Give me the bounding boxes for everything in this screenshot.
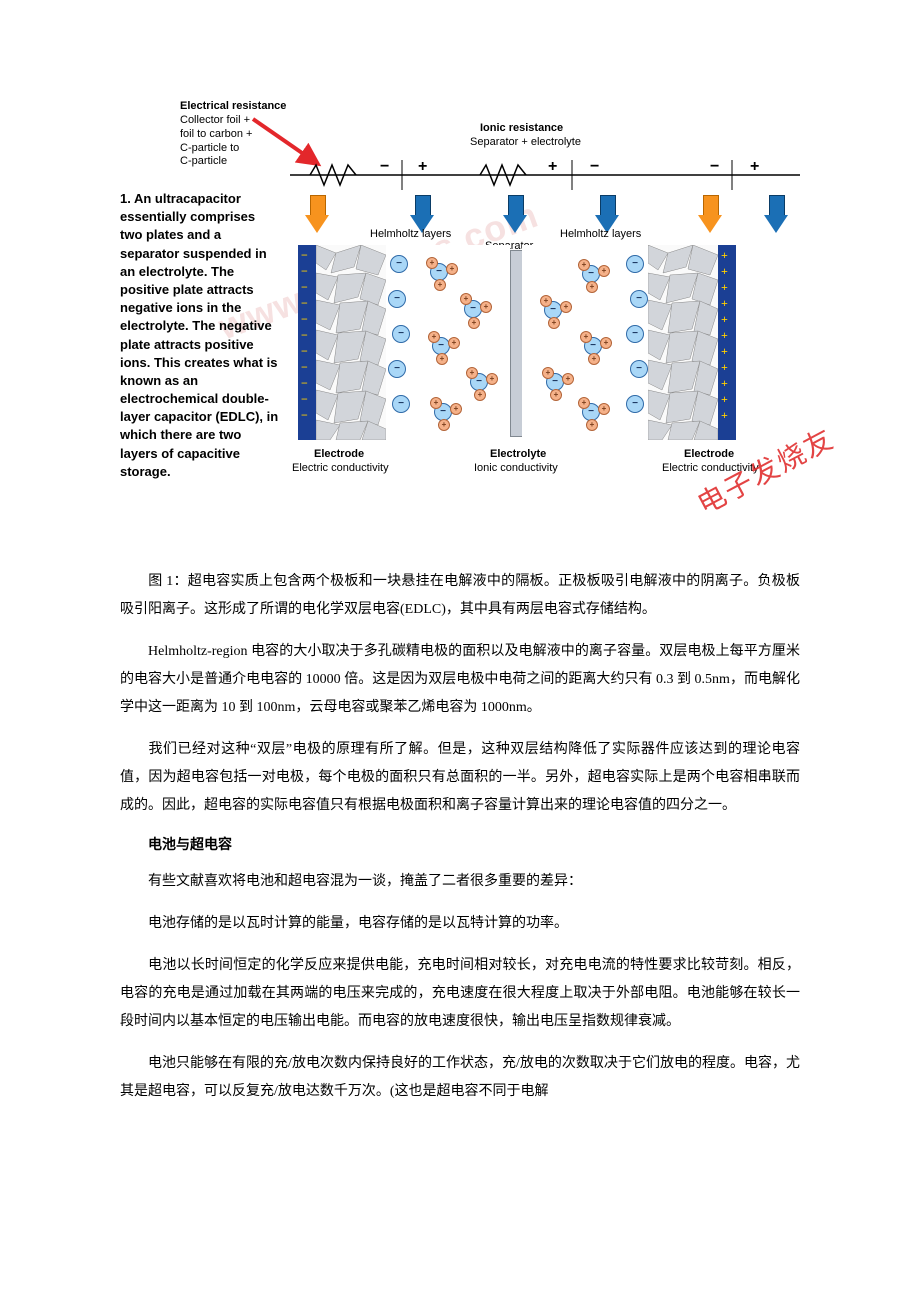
pos-ion: + <box>480 301 492 313</box>
arrow-blue-2-stem <box>508 195 524 217</box>
arrow-blue-2 <box>503 215 527 233</box>
label-collector: Collector foil + foil to carbon + C-part… <box>180 114 252 169</box>
arrow-blue-4 <box>764 215 788 233</box>
pos-ion: + <box>448 337 460 349</box>
pos-ion: + <box>586 419 598 431</box>
neg-ion: − <box>626 395 644 413</box>
neg-ion: − <box>390 255 408 273</box>
label-helmholtz-right: Helmholtz layers <box>560 228 641 242</box>
pos-ion: + <box>548 317 560 329</box>
arrow-blue-3-stem <box>600 195 616 217</box>
para-7: 电池只能够在有限的充/放电次数内保持良好的工作状态，充/放电的次数取决于它们放电… <box>120 1050 800 1106</box>
porous-left-outer <box>316 245 386 440</box>
para-7-text: 电池只能够在有限的充/放电次数内保持良好的工作状态，充/放电的次数取决于它们放电… <box>120 1056 800 1099</box>
pos-ion: + <box>598 403 610 415</box>
pos-ion: + <box>426 257 438 269</box>
pos-ion: + <box>466 367 478 379</box>
pos-ion: + <box>450 403 462 415</box>
pos-ion: + <box>438 419 450 431</box>
arrow-orange-2-stem <box>703 195 719 217</box>
label-ionic-cond: Ionic conductivity <box>474 462 558 476</box>
pos-ion: + <box>434 279 446 291</box>
label-electrical-resistance: Electrical resistance <box>180 100 286 114</box>
para-5: 电池存储的是以瓦时计算的能量，电容存储的是以瓦特计算的功率。 <box>120 910 800 938</box>
neg-ion: − <box>626 255 644 273</box>
document-page: www.elecfans.com Electrical resistance C… <box>0 0 920 1180</box>
svg-text:−: − <box>380 158 389 175</box>
arrow-orange-1-stem <box>310 195 326 217</box>
para-6-text: 电池以长时间恒定的化学反应来提供电能，充电时间相对较长，对充电电流的特性要求比较… <box>120 958 800 1029</box>
label-ionic-sub: Separator + electrolyte <box>470 136 581 150</box>
heading-1: 电池与超电容 <box>120 834 800 854</box>
circuit-line: − + + − − + <box>290 155 800 195</box>
para-4-text: 有些文献喜欢将电池和超电容混为一谈，掩盖了二者很多重要的差异： <box>148 874 582 889</box>
arrow-blue-4-stem <box>769 195 785 217</box>
neg-ion: − <box>630 290 648 308</box>
neg-ion: − <box>388 290 406 308</box>
figure-caption-en: 1. An ultracapacitor essentially compris… <box>120 190 280 481</box>
svg-text:+: + <box>548 158 557 175</box>
porous-right-outer <box>648 245 718 440</box>
figure-1: www.elecfans.com Electrical resistance C… <box>120 100 800 540</box>
para-3: 我们已经对这种“双层”电极的原理有所了解。但是，这种双层结构降低了实际器件应该达… <box>120 736 800 820</box>
label-helmholtz-left: Helmholtz layers <box>370 228 451 242</box>
para-1-text: 图 1：超电容实质上包含两个极板和一块悬挂在电解液中的隔板。正极板吸引电解液中的… <box>120 574 800 617</box>
pos-ion: + <box>460 293 472 305</box>
arrow-orange-2 <box>698 215 722 233</box>
arrow-blue-1-stem <box>415 195 431 217</box>
pos-ion: + <box>588 353 600 365</box>
pos-ion: + <box>446 263 458 275</box>
neg-ion: − <box>626 325 644 343</box>
pos-ion: + <box>468 317 480 329</box>
pos-ion: + <box>542 367 554 379</box>
neg-ion: − <box>392 395 410 413</box>
pos-ion: + <box>474 389 486 401</box>
ion-region-left: − − − − − − + + + − + + + − + + + − + + … <box>386 245 510 440</box>
pos-ion: + <box>550 389 562 401</box>
para-5-text: 电池存储的是以瓦时计算的能量，电容存储的是以瓦特计算的功率。 <box>148 916 568 931</box>
neg-ion: − <box>630 360 648 378</box>
electrode-right <box>718 245 736 440</box>
pos-ion: + <box>598 265 610 277</box>
pos-ion: + <box>430 397 442 409</box>
pos-ion: + <box>578 259 590 271</box>
para-4: 有些文献喜欢将电池和超电容混为一谈，掩盖了二者很多重要的差异： <box>120 868 800 896</box>
para-6: 电池以长时间恒定的化学反应来提供电能，充电时间相对较长，对充电电流的特性要求比较… <box>120 952 800 1036</box>
ion-region-right: − − − − − − + + + − + + + − + + + − + + … <box>522 245 648 440</box>
para-2: Helmholtz-region 电容的大小取决于多孔碳精电极的面积以及电解液中… <box>120 638 800 722</box>
label-electrolyte: Electrolyte <box>490 448 546 462</box>
heading-1-text: 电池与超电容 <box>148 838 232 853</box>
svg-text:+: + <box>750 158 759 175</box>
label-electric-cond-l: Electric conductivity <box>292 462 389 476</box>
para-3-text: 我们已经对这种“双层”电极的原理有所了解。但是，这种双层结构降低了实际器件应该达… <box>120 742 800 813</box>
label-ionic-resistance: Ionic resistance <box>480 122 563 136</box>
pos-ion: + <box>586 281 598 293</box>
pos-ion: + <box>578 397 590 409</box>
arrow-orange-1 <box>305 215 329 233</box>
neg-ion: − <box>388 360 406 378</box>
label-electrode-r: Electrode <box>684 448 734 462</box>
pos-ion: + <box>560 301 572 313</box>
neg-ion: − <box>392 325 410 343</box>
edge-gap <box>736 245 796 440</box>
para-1: 图 1：超电容实质上包含两个极板和一块悬挂在电解液中的隔板。正极板吸引电解液中的… <box>120 568 800 624</box>
pos-ion: + <box>600 337 612 349</box>
svg-text:−: − <box>590 158 599 175</box>
pos-ion: + <box>540 295 552 307</box>
pos-ion: + <box>428 331 440 343</box>
svg-text:−: − <box>710 158 719 175</box>
pos-ion: + <box>486 373 498 385</box>
label-electrode-l: Electrode <box>314 448 364 462</box>
electrode-left <box>298 245 316 440</box>
pos-ion: + <box>580 331 592 343</box>
para-2-text: Helmholtz-region 电容的大小取决于多孔碳精电极的面积以及电解液中… <box>120 644 800 715</box>
pos-ion: + <box>562 373 574 385</box>
pos-ion: + <box>436 353 448 365</box>
svg-text:+: + <box>418 158 427 175</box>
